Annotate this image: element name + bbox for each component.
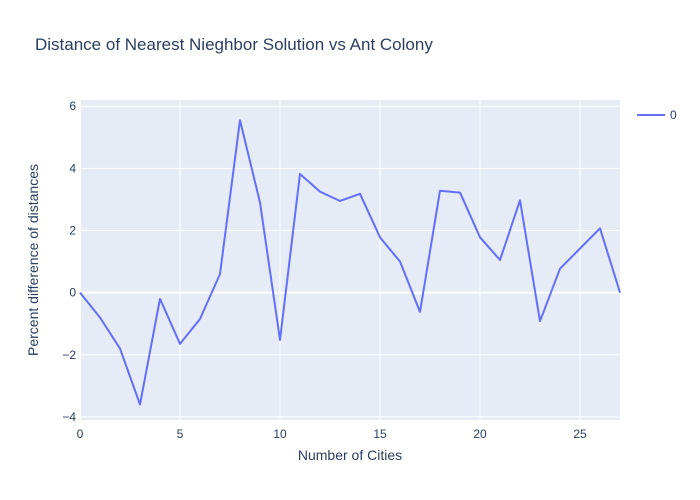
x-tick-label: 5 <box>177 427 184 441</box>
y-tick-label: −2 <box>62 348 76 362</box>
plot-area <box>80 100 620 420</box>
legend-label: 0 <box>670 108 677 122</box>
y-tick-label: −4 <box>62 410 76 424</box>
y-tick-label: 6 <box>69 99 76 113</box>
y-tick-label: 4 <box>69 161 76 175</box>
x-tick-label: 20 <box>473 427 487 441</box>
gridlines <box>79 100 620 420</box>
x-axis-title: Number of Cities <box>298 447 402 463</box>
series-layer <box>79 119 621 406</box>
legend[interactable]: 0 <box>637 108 677 122</box>
y-tick-label: 2 <box>69 223 76 237</box>
series-line[interactable] <box>79 119 621 406</box>
y-axis-ticks: −4 −2 0 2 4 6 <box>62 99 76 424</box>
x-tick-label: 15 <box>373 427 387 441</box>
y-axis-title: Percent difference of distances <box>25 164 41 356</box>
chart-title: Distance of Nearest Nieghbor Solution vs… <box>35 35 433 54</box>
x-tick-label: 0 <box>77 427 84 441</box>
y-tick-label: 0 <box>69 286 76 300</box>
x-tick-label: 10 <box>273 427 287 441</box>
x-axis-ticks: 0 5 10 15 20 25 <box>77 427 587 441</box>
x-tick-label: 25 <box>573 427 587 441</box>
